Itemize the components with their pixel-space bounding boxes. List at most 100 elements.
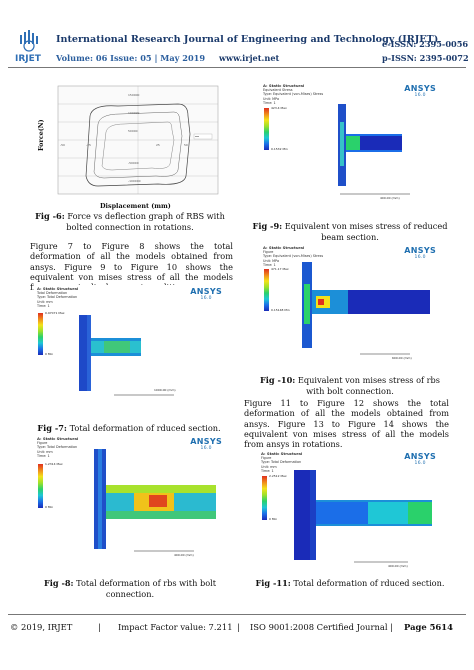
fig11-caption: Fig -11: Total deformation of rduced sec… <box>252 578 448 589</box>
fig7-legend <box>38 313 43 355</box>
fig7-header-line: Unit: mm <box>37 299 53 304</box>
fig6-ylabel: Force(N) <box>37 119 45 151</box>
fig9-caption: Fig -9: Equivalent von mises stress of r… <box>252 221 448 242</box>
fig6-xlabel: Displacement (mm) <box>100 202 171 210</box>
fig9-header-line: Unit: MPa <box>263 96 280 101</box>
paragraph-2: Figure 11 to Figure 12 shows the total d… <box>244 398 449 450</box>
fig9-legend <box>264 108 269 150</box>
journal-title: International Research Journal of Engine… <box>56 34 439 45</box>
fig9-header-line: Type: Equivalent (von-Mises) Stress <box>263 92 324 97</box>
fig10-caption-text: Equivalent von mises stress of rbs with … <box>295 375 441 396</box>
fig8-scale: 400.00 (mm) <box>174 553 194 557</box>
fig7-header-line: Type: Total Deformation <box>37 295 78 300</box>
fig11-header-line: Unit: mm <box>261 464 277 469</box>
fig6-caption-text: Force vs deflection graph of RBS with bo… <box>64 211 225 232</box>
svg-text:100000: 100000 <box>128 111 140 115</box>
ansys-version: 16.0 <box>414 93 426 98</box>
fig7-header-line: Time: 1 <box>37 303 50 308</box>
ansys-brand: ANSYS <box>404 246 436 255</box>
e-issn: e-ISSN: 2395-0056 <box>382 39 469 49</box>
ansys-version: 16.0 <box>414 255 426 260</box>
fig10-caption: Fig -10: Equivalent von mises stress of … <box>252 375 448 396</box>
fig7-caption: Fig -7: Total deformation of rduced sect… <box>34 423 224 434</box>
fig7-caption-text: Total deformation of rduced section. <box>66 423 221 433</box>
fig9-caption-text: Equivalent von mises stress of reduced b… <box>282 221 448 242</box>
footer-page: Page 5614 <box>404 622 453 632</box>
footer-separator: | <box>98 622 101 632</box>
ansys-version: 16.0 <box>414 461 426 466</box>
ansys-version: 16.0 <box>200 296 212 301</box>
fig10-scale: 600.00 (mm) <box>392 356 412 360</box>
fig11-caption-text: Total deformation of rduced section. <box>290 578 445 588</box>
fig7-caption-label: Fig -7: <box>37 423 67 433</box>
ansys-logo: ANSYS 16.0 <box>190 287 222 302</box>
fig8-min-label: 0 Min <box>45 505 54 509</box>
fig9-header-line: Time: 1 <box>263 100 276 105</box>
fig8-header-line: Time: 1 <box>37 453 50 458</box>
ansys-brand: ANSYS <box>404 84 436 93</box>
ansys-logo: ANSYS 16.0 <box>190 437 222 452</box>
fig8-max-label: 1.2314 Max <box>45 462 63 466</box>
fig6-caption: Fig -6: Force vs deflection graph of RBS… <box>22 211 238 232</box>
fig9-header-line: Equivalent Stress <box>263 88 293 93</box>
ansys-version: 16.0 <box>200 446 212 451</box>
fig10-panel: A: Static Structural Figure Type: Equiva… <box>260 244 440 372</box>
fig10-max-label: 471.17 Max <box>271 267 289 271</box>
fig11-header-line: Figure <box>261 456 272 461</box>
fig11-header-line: Time: 1 <box>261 468 274 473</box>
footer-copyright: © 2019, IRJET <box>10 622 73 632</box>
fig11-header: A: Static Structural Figure Type: Total … <box>261 451 303 473</box>
fig10-caption-label: Fig -10: <box>259 375 296 385</box>
footer-separator: | <box>237 622 240 632</box>
fig9-header-line: A: Static Structural <box>263 83 305 88</box>
fig7-panel: A: Static Structural Total Deformation T… <box>34 285 226 415</box>
logo-text: IRJET <box>15 54 42 64</box>
fig7-max-label: 0.97071 Max <box>45 311 65 315</box>
fig11-model <box>294 470 432 563</box>
fig11-header-line: A: Static Structural <box>261 451 303 456</box>
footer-iso: ISO 9001:2008 Certified Journal <box>250 622 388 632</box>
ansys-logo: ANSYS 16.0 <box>404 246 436 261</box>
fig7-header: A: Static Structural Total Deformation T… <box>37 286 79 308</box>
fig11-legend <box>262 476 267 520</box>
ansys-logo: ANSYS 16.0 <box>404 84 436 99</box>
fig11-min-label: 0 Min <box>269 517 278 521</box>
fig9-min-label: 0.1532 Min <box>271 147 288 151</box>
fig8-header: A: Static Structural Figure Type: Total … <box>37 436 78 458</box>
fig8-model <box>94 449 216 552</box>
fig11-header-line: Type: Total Deformation <box>261 460 302 465</box>
fig8-panel: A: Static Structural Figure Type: Total … <box>34 435 226 563</box>
fig6-figure: 150000 100000 50000 -50000 -100000 -50 -25 25… <box>28 76 224 214</box>
ansys-brand: ANSYS <box>404 452 436 461</box>
fig9-max-label: 423.4 Max <box>271 106 287 110</box>
fig11-scale: 400.00 (mm) <box>388 564 408 568</box>
svg-text:150000: 150000 <box>128 93 140 97</box>
journal-volume: Volume: 06 Issue: 05 | May 2019 <box>56 53 206 63</box>
fig8-caption: Fig -8: Total deformation of rbs with bo… <box>30 578 230 599</box>
fig10-header-line: Figure <box>263 250 274 255</box>
fig10-header: A: Static Structural Figure Type: Equiva… <box>263 245 323 267</box>
fig9-caption-label: Fig -9: <box>252 221 283 231</box>
journal-website: www.irjet.net <box>219 53 280 63</box>
svg-text:-50: -50 <box>60 143 65 147</box>
fig8-header-line: Unit: mm <box>37 449 53 454</box>
fig11-panel: A: Static Structural Figure Type: Total … <box>258 450 440 578</box>
fig7-min-label: 0 Min <box>45 352 54 356</box>
fig8-header-line: Figure <box>37 441 48 446</box>
fig10-model <box>302 262 430 355</box>
fig6-caption-label: Fig -6: <box>35 211 65 221</box>
fig7-header-line: A: Static Structural <box>37 286 79 291</box>
fig10-header-line: A: Static Structural <box>263 245 305 250</box>
fig9-panel: A: Static Structural Equivalent Stress T… <box>260 82 440 214</box>
fig8-caption-text: Total deformation of rbs with bolt conne… <box>73 578 217 599</box>
ansys-brand: ANSYS <box>190 287 222 296</box>
fig10-header-line: Unit: MPa <box>263 258 280 263</box>
fig7-header-line: Total Deformation <box>37 291 68 296</box>
header-divider <box>8 67 466 68</box>
fig6-plot: 150000 100000 50000 -50000 -100000 -50 -25 25… <box>57 85 219 195</box>
fig9-model <box>338 104 410 195</box>
fig11-max-label: 2.2512 Max <box>269 474 287 478</box>
svg-text:50: 50 <box>184 143 188 147</box>
ansys-brand: ANSYS <box>190 437 222 446</box>
fig8-caption-label: Fig -8: <box>43 578 74 588</box>
